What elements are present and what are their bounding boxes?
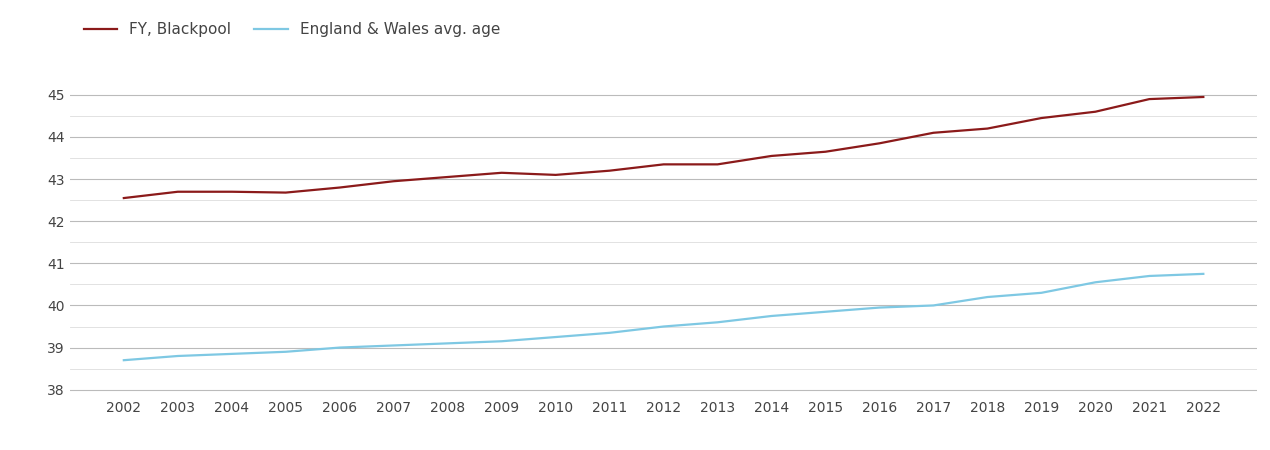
England & Wales avg. age xyxy=(1087,279,1102,285)
FY, Blackpool xyxy=(602,168,617,173)
England & Wales avg. age xyxy=(386,343,401,348)
England & Wales avg. age xyxy=(710,320,725,325)
England & Wales avg. age xyxy=(926,303,941,308)
FY, Blackpool xyxy=(872,140,888,146)
England & Wales avg. age xyxy=(1034,290,1049,296)
FY, Blackpool xyxy=(655,162,671,167)
England & Wales avg. age xyxy=(549,334,564,340)
England & Wales avg. age xyxy=(980,294,996,300)
FY, Blackpool xyxy=(170,189,185,194)
England & Wales avg. age xyxy=(170,353,185,359)
England & Wales avg. age xyxy=(655,324,671,329)
England & Wales avg. age xyxy=(333,345,348,350)
FY, Blackpool xyxy=(386,179,401,184)
FY, Blackpool xyxy=(818,149,833,154)
England & Wales avg. age xyxy=(494,338,509,344)
Line: FY, Blackpool: FY, Blackpool xyxy=(123,97,1203,198)
England & Wales avg. age xyxy=(602,330,617,336)
England & Wales avg. age xyxy=(441,341,456,346)
FY, Blackpool xyxy=(116,195,131,201)
FY, Blackpool xyxy=(549,172,564,178)
FY, Blackpool xyxy=(225,189,240,194)
FY, Blackpool xyxy=(710,162,725,167)
FY, Blackpool xyxy=(1142,96,1157,102)
FY, Blackpool xyxy=(494,170,509,176)
FY, Blackpool xyxy=(980,126,996,131)
England & Wales avg. age xyxy=(1195,271,1210,277)
England & Wales avg. age xyxy=(1142,273,1157,279)
FY, Blackpool xyxy=(1195,94,1210,100)
Legend: FY, Blackpool, England & Wales avg. age: FY, Blackpool, England & Wales avg. age xyxy=(77,16,507,43)
England & Wales avg. age xyxy=(116,357,131,363)
England & Wales avg. age xyxy=(278,349,293,355)
FY, Blackpool xyxy=(441,174,456,180)
England & Wales avg. age xyxy=(765,313,780,319)
FY, Blackpool xyxy=(1087,109,1102,114)
FY, Blackpool xyxy=(1034,115,1049,121)
England & Wales avg. age xyxy=(872,305,888,310)
England & Wales avg. age xyxy=(225,351,240,356)
Line: England & Wales avg. age: England & Wales avg. age xyxy=(123,274,1203,360)
FY, Blackpool xyxy=(765,153,780,159)
FY, Blackpool xyxy=(333,185,348,190)
FY, Blackpool xyxy=(926,130,941,135)
England & Wales avg. age xyxy=(818,309,833,315)
FY, Blackpool xyxy=(278,190,293,195)
